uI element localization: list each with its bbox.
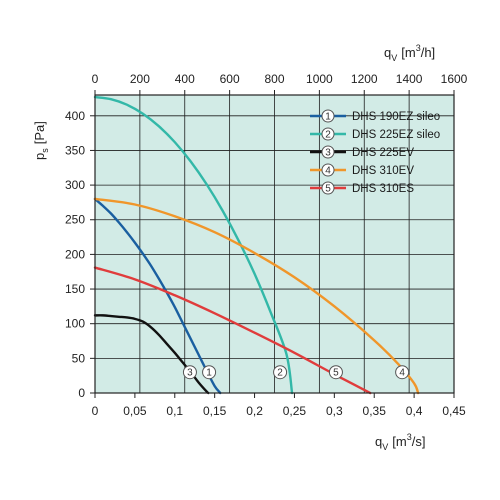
left-axis-tick-label: 100 [65,317,85,331]
top-axis-tick-label: 1400 [396,72,423,86]
top-axis: 0 200 400 600 800 1000 1200 1400 1600 [92,72,468,95]
left-axis-tick-label: 300 [65,178,85,192]
legend-marker-2 [321,127,335,141]
bottom-axis-tick-label: 0 [92,404,99,418]
top-axis-tick-label: 1000 [306,72,333,86]
top-axis-tick-label: 1200 [351,72,378,86]
curve-marker-label-3: 3 [187,368,193,379]
bottom-axis: 0 0,05 0,1 0,15 0,2 0,25 0,3 0,35 0,4 0,45 [92,393,466,418]
curve-marker-5 [328,365,343,380]
curve-marker-1 [202,365,217,380]
legend-marker-label-1: 1 [325,112,331,123]
left-axis-tick-label: 150 [65,282,85,296]
top-axis-label: qV [m3/h] [384,43,435,63]
left-axis-label: ps[Pa] [32,121,50,160]
legend-marker-4 [321,163,335,177]
legend-marker-3 [321,145,335,159]
bottom-axis-tick-label: 0,1 [166,404,183,418]
bottom-axis-tick-label: 0,2 [246,404,263,418]
legend-marker-label-3: 3 [325,148,331,159]
bottom-axis-tick-label: 0,15 [203,404,227,418]
series-line-2 [93,95,294,395]
legend-marker-label-5: 5 [325,184,331,195]
bottom-axis-tick-label: 0,35 [363,404,387,418]
top-axis-tick-label: 600 [220,72,240,86]
series-line-5 [93,266,372,395]
series-line-1 [93,197,222,395]
bottom-axis-tick-label: 0,05 [123,404,147,418]
legend-label-2: DHS 225EZ sileo [352,129,440,141]
left-axis-tick-label: 200 [65,247,85,261]
curve-marker-2 [273,365,288,380]
legend-marker-label-4: 4 [325,166,331,177]
legend-label-1: DHS 190EZ sileo [352,111,440,123]
left-axis-tick-label: 250 [65,213,85,227]
curve-marker-label-1: 1 [206,368,212,379]
series-line-3 [93,314,210,395]
left-axis-tick-label: 400 [65,109,85,123]
bottom-axis-tick-label: 0,25 [283,404,307,418]
top-axis-tick-label: 200 [130,72,150,86]
top-axis-tick-label: 800 [264,72,284,86]
curve-marker-3 [182,365,197,380]
bottom-axis-tick-label: 0,4 [406,404,423,418]
legend-label-4: DHS 310EV [352,165,414,177]
curve-markers: 1 2 3 4 5 [182,365,410,380]
top-axis-tick-label: 400 [175,72,195,86]
legend-label-5: DHS 310ES [352,183,414,195]
left-axis-tick-label: 50 [72,351,86,365]
curve-marker-label-2: 2 [277,368,283,379]
legend-marker-5 [321,181,335,195]
curve-marker-label-5: 5 [333,368,339,379]
legend-marker-1 [321,109,335,123]
legend: 1 DHS 190EZ sileo 2 DHS 225EZ sileo 3 DHS 225… [310,109,440,195]
top-axis-tick-label: 1600 [441,72,468,86]
bottom-axis-tick-label: 0,3 [326,404,343,418]
left-axis-tick-label: 350 [65,143,85,157]
legend-marker-label-2: 2 [325,130,331,141]
bottom-axis-tick-label: 0,45 [442,404,466,418]
left-axis-tick-label: 0 [78,386,85,400]
legend-label-3: DHS 225EV [352,147,414,159]
bottom-axis-label: qV [m3/s] [375,432,425,452]
top-axis-tick-label: 0 [92,72,99,86]
left-axis: 0 50 100 150 200 250 300 350 400 [65,109,95,400]
curve-marker-label-4: 4 [399,368,405,379]
curve-marker-4 [395,365,410,380]
